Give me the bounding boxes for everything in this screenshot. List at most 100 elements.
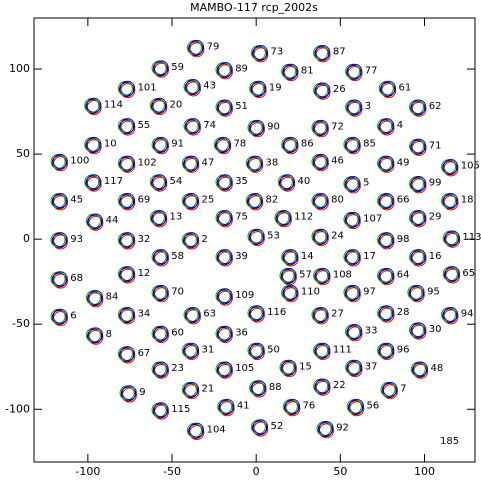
channel-label: 49 — [397, 157, 410, 168]
channel-label: 76 — [303, 401, 316, 412]
beam-circle — [251, 80, 267, 96]
beam-circle — [346, 360, 362, 376]
beam-circle — [410, 211, 426, 227]
beam-circle — [119, 308, 135, 324]
beam-circle — [281, 267, 297, 283]
channel-label: 33 — [365, 326, 378, 337]
channel-label: 22 — [333, 380, 346, 391]
channel-label: 28 — [397, 307, 410, 318]
beam-circle — [444, 266, 460, 282]
channel-label: 89 — [235, 64, 248, 75]
beam-circle — [153, 284, 169, 300]
channel-label: 52 — [271, 421, 284, 432]
channel-label: 99 — [429, 178, 442, 189]
channel-label: 17 — [363, 251, 376, 262]
beam-circle — [85, 175, 101, 191]
beam-circle — [216, 362, 232, 378]
beam-circle — [344, 286, 360, 302]
beam-circle — [119, 81, 135, 97]
channel-label: 19 — [269, 82, 282, 93]
beam-circle — [347, 99, 363, 115]
channel-label: 96 — [397, 344, 410, 355]
beam-circle — [410, 177, 426, 193]
beam-circle — [314, 83, 330, 99]
beam-circle — [344, 177, 360, 193]
beam-circle — [313, 193, 329, 209]
beam-circle — [346, 100, 362, 116]
channel-label: 98 — [397, 234, 410, 245]
beam-circle — [283, 136, 299, 152]
channel-label: 110 — [301, 287, 320, 298]
beam-circle — [85, 138, 101, 154]
channel-label: 3 — [365, 101, 371, 112]
channel-label: 40 — [297, 176, 310, 187]
channel-label: 5 — [363, 178, 369, 189]
y-tick-label: 50 — [16, 147, 30, 160]
beam-circle — [189, 39, 205, 55]
channel-label: 72 — [331, 122, 344, 133]
beam-circle — [444, 230, 460, 246]
beam-circle — [411, 210, 427, 226]
beam-circle — [312, 229, 328, 245]
beam-circle — [52, 271, 68, 287]
beam-circle — [251, 380, 267, 396]
beam-circle — [152, 286, 168, 302]
channel-label: 64 — [397, 270, 410, 281]
channel-label: 30 — [429, 324, 442, 335]
beam-circle — [250, 381, 266, 397]
channel-label: 61 — [398, 82, 411, 93]
channel-label: 10 — [104, 139, 117, 150]
beam-circle — [410, 139, 426, 155]
channel-label: 79 — [207, 42, 220, 53]
beam-circle — [345, 211, 361, 227]
chart-title: MAMBO-117 rcp_2002s — [190, 1, 318, 14]
beam-circle — [275, 211, 291, 227]
beam-circle — [217, 288, 233, 304]
beam-circle — [248, 193, 263, 209]
beam-circle — [152, 326, 168, 342]
beam-circle — [86, 136, 102, 152]
beam-circle — [217, 99, 233, 115]
beam-circle — [411, 138, 427, 154]
beam-circle — [217, 174, 233, 190]
beam-circle — [188, 41, 204, 57]
beam-circle — [381, 383, 397, 399]
beam-circle — [183, 156, 199, 172]
channel-label: 48 — [430, 363, 443, 374]
beam-circle — [52, 308, 68, 324]
beam-circle — [378, 119, 394, 135]
beam-circle — [218, 400, 234, 416]
beam-circle — [184, 232, 200, 248]
channel-label: 46 — [331, 156, 344, 167]
beam-circle — [410, 250, 426, 266]
channel-label: 105 — [461, 161, 480, 172]
beam-circle — [183, 233, 199, 249]
beam-circle — [120, 266, 136, 282]
channel-label: 77 — [365, 65, 378, 76]
beam-circle — [313, 153, 329, 169]
beam-circle — [346, 64, 362, 80]
beam-circle — [153, 136, 169, 152]
beam-circle — [346, 325, 362, 341]
beam-circle — [280, 269, 296, 285]
beam-circle — [379, 118, 395, 134]
channel-label: 32 — [138, 234, 151, 245]
channel-label: 84 — [106, 292, 119, 303]
channel-label: 23 — [171, 363, 184, 374]
beam-circle — [411, 249, 427, 265]
beam-circle — [253, 45, 269, 61]
beam-circle — [347, 324, 363, 340]
beam-circle — [183, 194, 199, 210]
beam-circle — [345, 176, 361, 192]
beam-circle — [51, 233, 67, 249]
channel-label: 117 — [104, 176, 123, 187]
beam-circle — [379, 342, 395, 358]
channel-label: 82 — [266, 195, 279, 206]
beam-circle — [120, 193, 136, 209]
channel-label: 68 — [70, 273, 83, 284]
beam-circle — [252, 420, 268, 436]
beam-circle — [344, 138, 360, 154]
beam-circle — [216, 100, 232, 116]
beam-circle — [284, 400, 300, 416]
channel-label: 75 — [235, 212, 248, 223]
